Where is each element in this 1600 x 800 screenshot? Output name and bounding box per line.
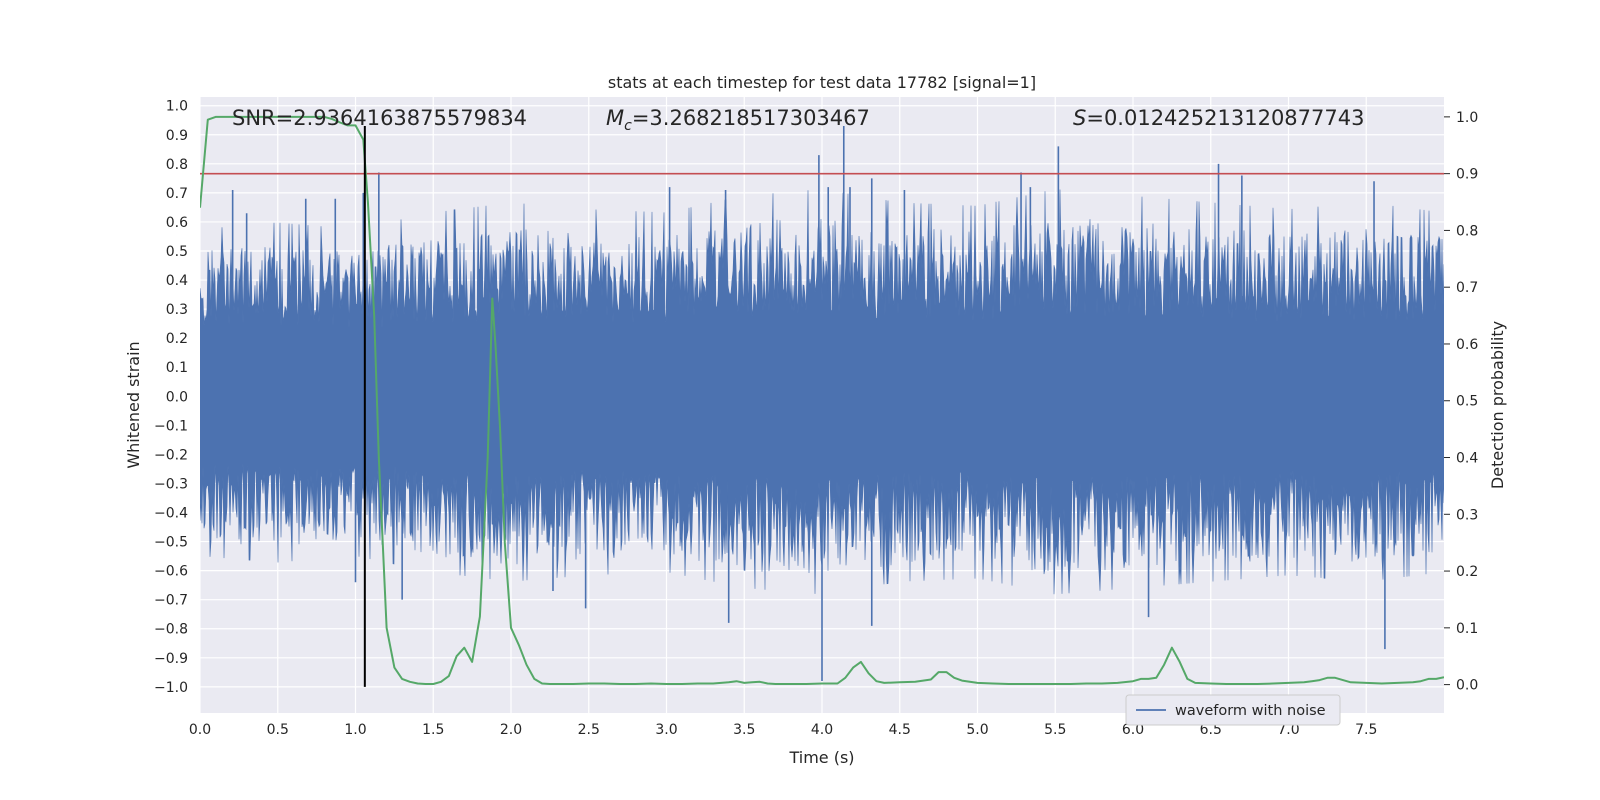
x-tick-label: 6.0 (1122, 722, 1144, 738)
y-axis-right-label: Detection probability (1488, 321, 1507, 489)
chart-title: stats at each timestep for test data 177… (608, 73, 1036, 92)
y-right-tick-label: 1.0 (1456, 110, 1478, 126)
x-tick-label: 1.5 (422, 722, 444, 738)
x-tick-label: 5.5 (1044, 722, 1066, 738)
y-left-tick-label: 0.1 (166, 360, 188, 376)
y-right-tick-label: 0.1 (1456, 621, 1478, 637)
y-right-tick-label: 0.5 (1456, 394, 1478, 410)
y-left-tick-label: −0.1 (154, 418, 188, 434)
waveform-spikes (231, 126, 1386, 682)
y-right-tick-label: 0.7 (1456, 280, 1478, 296)
chirp-mass-annotation: Mc=3.268218517303467 (606, 106, 870, 134)
y-left-tick-label: 1.0 (166, 99, 188, 115)
y-right-tick-label: 0.0 (1456, 678, 1478, 694)
x-axis-ticks: 0.0 0.5 1.0 1.5 2.0 2.5 3.0 3.5 4.0 4.5 5.0 5.5 6.0 6… (189, 722, 1378, 738)
y-right-tick-label: 0.2 (1456, 564, 1478, 580)
y-left-tick-label: −0.5 (154, 535, 188, 551)
y-right-tick-label: 0.6 (1456, 337, 1478, 353)
x-tick-label: 3.0 (655, 722, 677, 738)
y-left-tick-label: −0.8 (154, 622, 188, 638)
y-axis-left-label: Whitened strain (124, 341, 143, 468)
y-left-tick-label: 0.5 (166, 244, 188, 260)
legend: waveform with noise (1125, 694, 1341, 726)
y-axis-right-ticks: 1.0 0.9 0.8 0.7 0.6 0.5 0.4 0.3 0.2 0.1 0.0 (1444, 110, 1478, 694)
y-axis-left-ticks: 1.0 0.9 0.8 0.7 0.6 0.5 0.4 0.3 0.2 0.1 0.0 −0.1 −0.… (154, 99, 188, 696)
legend-label-waveform: waveform with noise (1175, 703, 1326, 719)
y-left-tick-label: 0.8 (166, 157, 188, 173)
y-left-tick-label: 0.7 (166, 186, 188, 202)
x-tick-label: 0.0 (189, 722, 211, 738)
y-left-tick-label: 0.6 (166, 215, 188, 231)
x-tick-label: 4.5 (889, 722, 911, 738)
x-axis-label: Time (s) (788, 748, 854, 767)
y-left-tick-label: −1.0 (154, 680, 188, 696)
y-right-tick-label: 0.8 (1456, 223, 1478, 239)
x-tick-label: 3.5 (733, 722, 755, 738)
y-left-tick-label: 0.9 (166, 128, 188, 144)
y-right-tick-label: 0.3 (1456, 507, 1478, 523)
y-right-tick-label: 0.9 (1456, 167, 1478, 183)
legend-box (1125, 694, 1341, 726)
y-left-tick-label: 0.2 (166, 331, 188, 347)
x-tick-label: 7.5 (1355, 722, 1377, 738)
y-left-tick-label: −0.2 (154, 447, 188, 463)
y-right-tick-label: 0.4 (1456, 451, 1478, 467)
waveform-noise-band (200, 189, 1444, 595)
snr-annotation: SNR=2.9364163875579834 (232, 106, 527, 130)
x-tick-label: 5.0 (966, 722, 988, 738)
y-left-tick-label: −0.9 (154, 651, 188, 667)
x-tick-label: 0.5 (267, 722, 289, 738)
x-tick-label: 2.0 (500, 722, 522, 738)
x-tick-label: 4.0 (811, 722, 833, 738)
x-tick-label: 7.0 (1277, 722, 1299, 738)
y-left-tick-label: −0.7 (154, 593, 188, 609)
y-left-tick-label: −0.6 (154, 564, 188, 580)
x-tick-label: 2.5 (578, 722, 600, 738)
x-tick-label: 6.5 (1200, 722, 1222, 738)
detection-probability-line (200, 115, 1444, 685)
y-left-tick-label: −0.4 (154, 506, 188, 522)
y-left-tick-label: 0.0 (166, 389, 188, 405)
y-left-tick-label: −0.3 (154, 476, 188, 492)
x-tick-label: 1.0 (344, 722, 366, 738)
y-left-tick-label: 0.3 (166, 302, 188, 318)
s-annotation: S=0.012425213120877743 (1073, 106, 1364, 130)
y-left-tick-label: 0.4 (166, 273, 188, 289)
